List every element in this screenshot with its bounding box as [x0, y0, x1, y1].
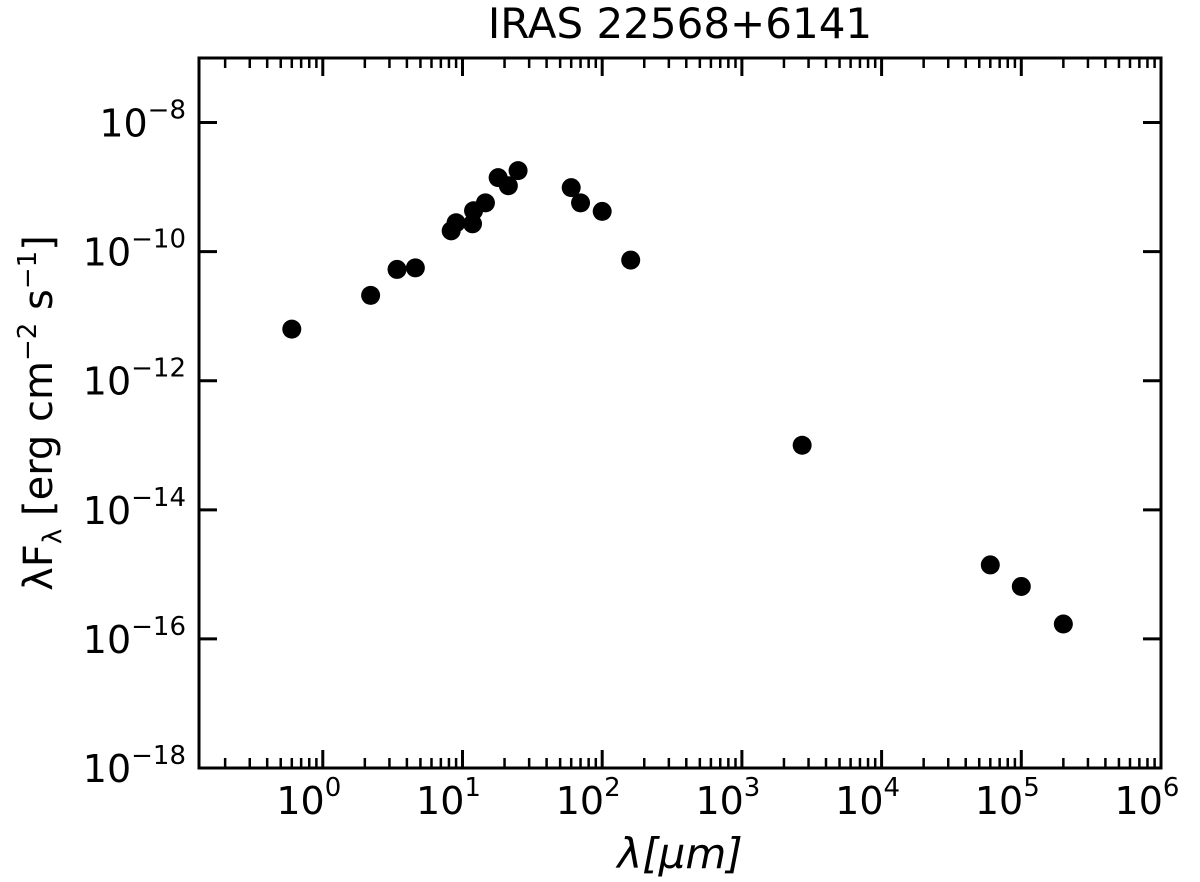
x-tick-label: 102	[556, 773, 621, 823]
y-axis-label-units: [erg cm	[16, 361, 62, 529]
x-tick-label-base: 10	[835, 779, 883, 823]
y-axis-label-exp1: −2	[13, 323, 43, 361]
data-point	[475, 193, 495, 213]
y-tick-label-base: 10	[83, 747, 131, 791]
y-tick-label: 10−16	[83, 612, 186, 662]
data-point	[405, 258, 425, 278]
data-point	[508, 161, 528, 181]
x-tick-label: 100	[276, 773, 341, 823]
x-axis-label: λ[μm]	[615, 829, 742, 878]
x-axis-tick-labels: 100 101 102 103 104 105 106	[276, 773, 1179, 823]
x-tick-label-exponent: 5	[1023, 773, 1040, 803]
x-tick-label: 106	[1115, 773, 1180, 823]
y-axis-label-subscript: λ	[38, 529, 68, 544]
x-tick-label-base: 10	[556, 779, 604, 823]
y-axis-label-close: ]	[16, 235, 62, 251]
x-tick-label-base: 10	[975, 779, 1023, 823]
data-point	[561, 178, 581, 198]
chart-title: IRAS 22568+6141	[488, 0, 872, 48]
x-tick-label-base: 10	[416, 779, 464, 823]
x-tick-label-base: 10	[276, 779, 324, 823]
x-tick-label: 103	[695, 773, 760, 823]
data-point	[592, 201, 612, 221]
x-tick-label-exponent: 3	[744, 773, 761, 803]
data-point	[282, 319, 302, 339]
y-tick-label-exponent: −10	[131, 225, 186, 255]
y-tick-label-exponent: −14	[131, 483, 186, 513]
data-point	[1053, 614, 1073, 634]
data-point	[980, 555, 1000, 575]
y-axis-label-lambda-f: λF	[16, 544, 62, 591]
data-point	[621, 250, 641, 270]
y-axis-label-seconds: s	[16, 289, 62, 323]
data-point	[361, 285, 381, 305]
x-tick-label: 101	[416, 773, 481, 823]
x-axis-label-unit: μm	[658, 829, 727, 878]
y-axis-label: λFλ [erg cm−2 s−1]	[13, 235, 68, 591]
x-axis-label-lambda: λ[	[615, 829, 660, 878]
y-tick-label: 10−10	[83, 225, 186, 275]
y-tick-label: 10−8	[99, 96, 186, 146]
data-point	[792, 435, 812, 455]
x-tick-label-exponent: 1	[464, 773, 481, 803]
y-tick-label-base: 10	[83, 231, 131, 275]
y-axis-label-exp2: −1	[13, 251, 43, 289]
y-tick-label-exponent: −16	[131, 612, 186, 642]
x-axis-label-close: ]	[724, 829, 742, 878]
data-point	[387, 259, 407, 279]
data-point	[446, 213, 466, 233]
y-tick-label-base: 10	[83, 360, 131, 404]
y-tick-label-exponent: −8	[148, 96, 186, 126]
data-point	[1011, 576, 1031, 596]
x-axis-ticks	[223, 58, 1163, 768]
y-tick-label-base: 10	[83, 618, 131, 662]
plot-frame	[197, 56, 1163, 770]
x-tick-label-exponent: 4	[884, 773, 901, 803]
x-tick-label-exponent: 2	[604, 773, 621, 803]
y-tick-label: 10−14	[83, 483, 186, 533]
y-tick-label: 10−18	[83, 741, 186, 791]
y-tick-label-exponent: −12	[131, 354, 186, 384]
y-tick-label: 10−12	[83, 354, 186, 404]
data-point	[498, 176, 518, 196]
y-tick-label-base: 10	[83, 489, 131, 533]
y-tick-label-base: 10	[99, 102, 147, 146]
y-axis-ticks	[199, 121, 1161, 770]
y-tick-label-exponent: −18	[131, 741, 186, 771]
x-tick-label-base: 10	[1115, 779, 1163, 823]
x-tick-label: 105	[975, 773, 1040, 823]
x-tick-label: 104	[835, 773, 900, 823]
x-tick-label-base: 10	[695, 779, 743, 823]
x-tick-label-exponent: 0	[325, 773, 342, 803]
data-points	[282, 161, 1073, 634]
data-point	[571, 193, 591, 213]
x-tick-label-exponent: 6	[1163, 773, 1180, 803]
